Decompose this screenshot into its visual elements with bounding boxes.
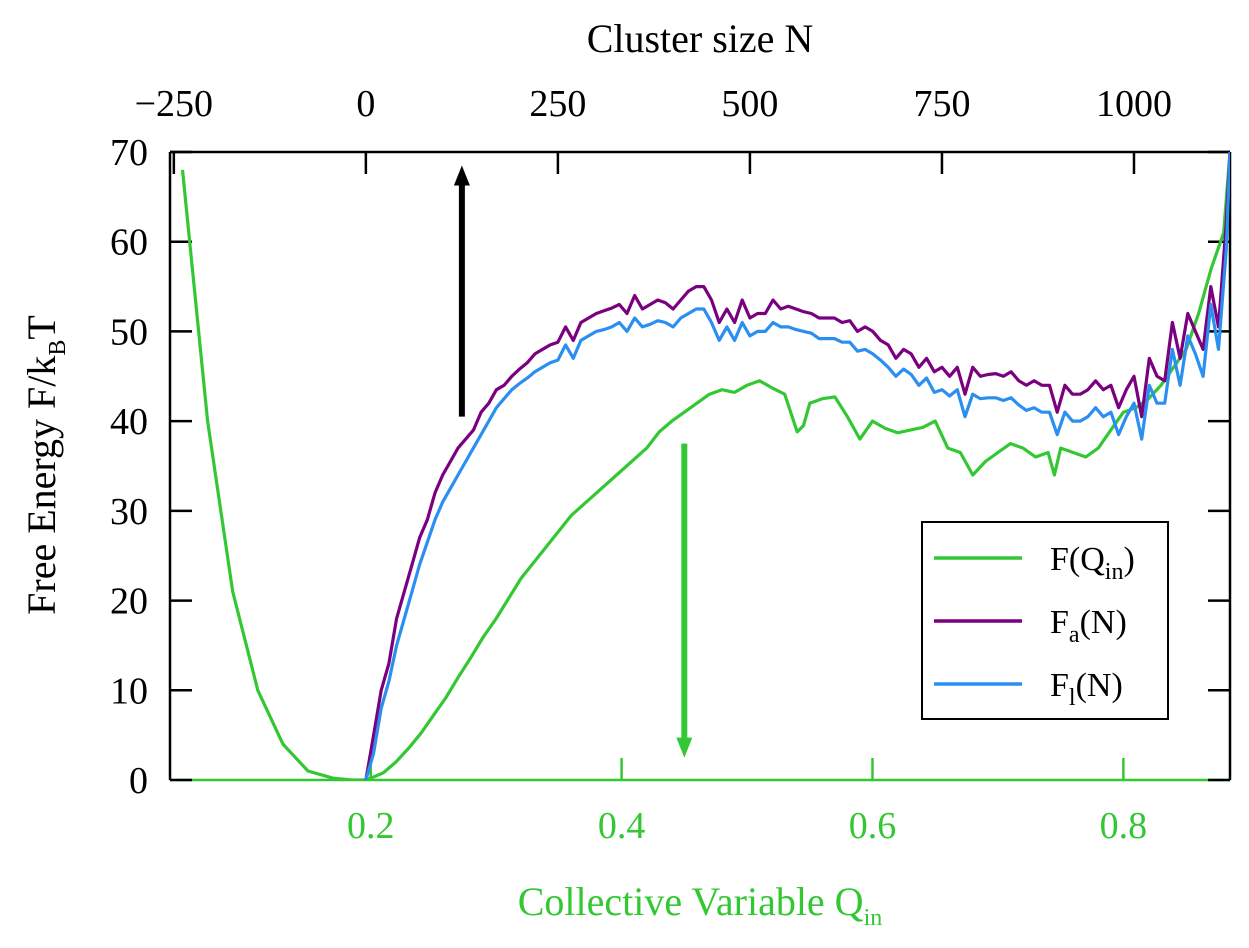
legend-label-main: F [1050,667,1069,704]
legend: F(Qin)Fa(N)Fl(N) [921,521,1169,720]
series-line-0 [180,152,1230,780]
legend-label-tail: (N) [1080,604,1127,641]
y-tick-label: 50 [110,311,148,353]
y-axis-title-tail: T [19,315,64,339]
top-tick-label: −250 [135,83,213,125]
bottom-axis-title-main: Collective Variable Q [518,879,864,924]
y-tick-label: 70 [110,132,148,174]
y-tick-label: 40 [110,401,148,443]
legend-label-sub: a [1069,622,1080,648]
series-line-1 [364,152,1230,780]
y-tick-label: 30 [110,491,148,533]
bottom-axis-title: Collective Variable Qin [518,879,883,931]
axes-layer: 0 10 20 30 40 50 60 70 −250 0 250 500 750 1000 0.2 0.4 0… [110,83,1232,847]
top-tick-label: 500 [721,83,778,125]
top-tick-label: 1000 [1096,83,1172,125]
bottom-tick-label: 0.4 [598,805,646,847]
annotation-arrow-head-1 [676,737,693,758]
y-tick-label: 20 [110,581,148,623]
legend-label-main: F [1050,604,1069,641]
top-tick-label: 750 [913,83,970,125]
y-axis-title: Free Energy F/kBT [19,315,71,615]
annotation-arrow-head-0 [453,165,470,186]
legend-label-tail: ) [1123,541,1134,578]
top-axis-title: Cluster size N [587,16,814,61]
bottom-axis-title-sub: in [864,905,883,931]
legend-label-2: Fl(N) [1050,667,1123,711]
y-tick-label: 0 [129,760,148,802]
top-tick-label: 0 [356,83,375,125]
legend-label-tail: (N) [1076,667,1123,704]
legend-label-0: F(Qin) [1050,541,1135,585]
legend-label-main: F(Q [1050,541,1105,578]
y-axis-title-sub: B [45,340,71,356]
bottom-tick-label: 0.8 [1100,805,1148,847]
top-tick-label: 250 [529,83,586,125]
annotations-layer [453,165,693,758]
y-tick-label: 10 [110,670,148,712]
series-layer [180,152,1230,780]
legend-label-sub: l [1069,685,1076,711]
legend-label-1: Fa(N) [1050,604,1127,648]
y-tick-label: 60 [110,222,148,264]
series-line-2 [364,152,1230,780]
legend-label-sub: in [1105,559,1124,585]
bottom-tick-label: 0.6 [849,805,897,847]
y-axis-title-main: Free Energy F/k [19,356,64,615]
bottom-tick-label: 0.2 [347,805,395,847]
